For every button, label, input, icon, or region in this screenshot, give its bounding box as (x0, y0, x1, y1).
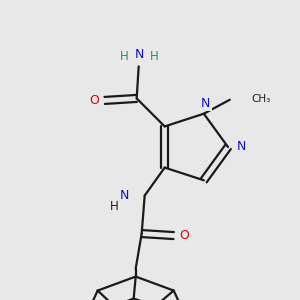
Text: H: H (150, 50, 159, 63)
Text: CH₃: CH₃ (252, 94, 271, 104)
Text: N: N (201, 97, 211, 110)
Text: N: N (236, 140, 246, 154)
Text: H: H (110, 200, 119, 213)
Text: H: H (120, 50, 129, 63)
Text: O: O (90, 94, 100, 107)
Text: N: N (119, 189, 129, 202)
Text: N: N (135, 48, 144, 61)
Text: O: O (180, 229, 190, 242)
